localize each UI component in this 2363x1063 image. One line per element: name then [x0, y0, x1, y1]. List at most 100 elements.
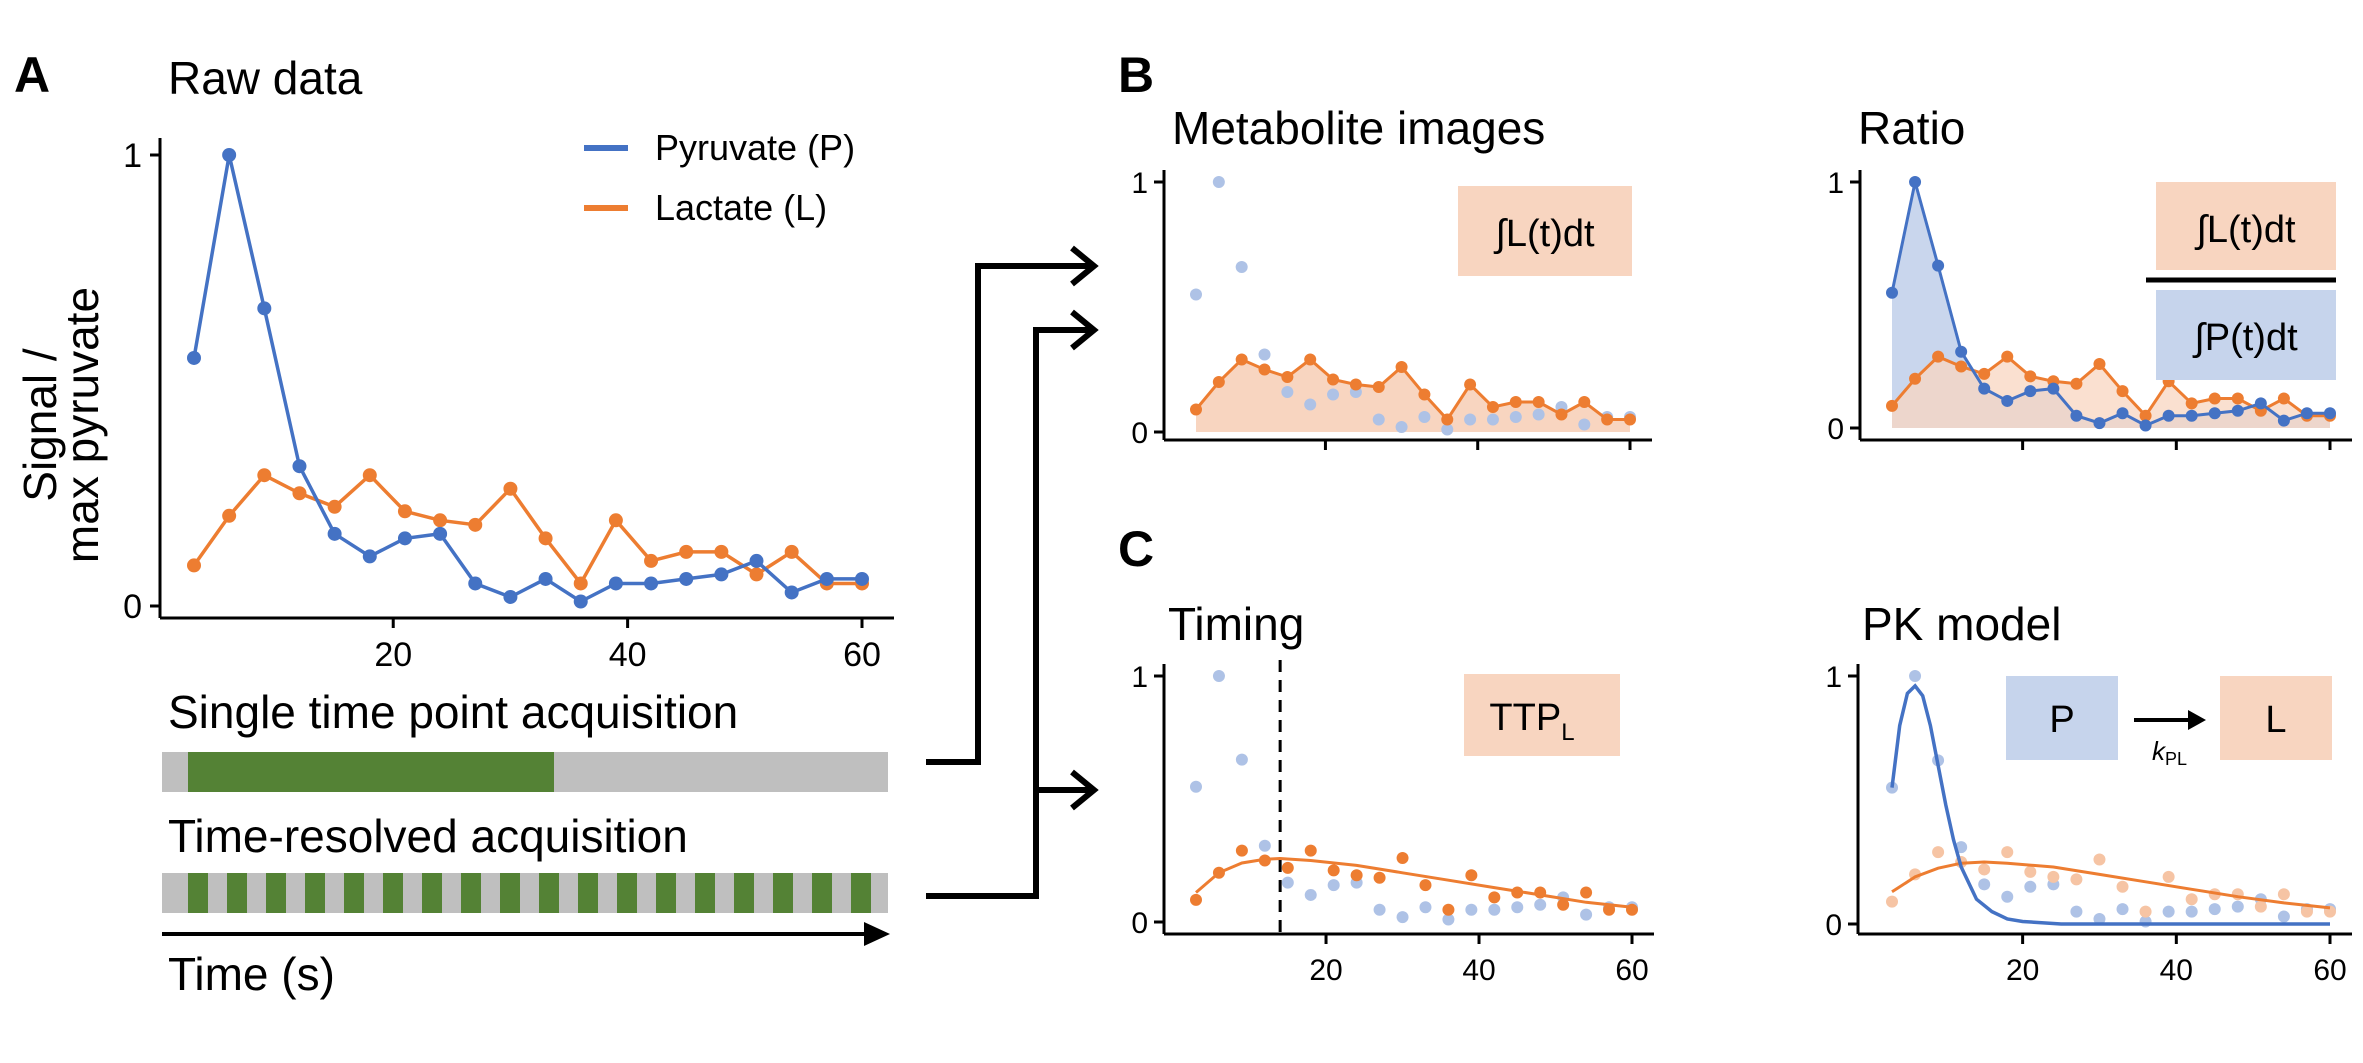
lactate-point [1258, 854, 1271, 867]
arrow-head-metabolite [1070, 245, 1099, 287]
lactate-point [1350, 869, 1363, 882]
acq-window [812, 873, 832, 913]
acq-window [578, 873, 598, 913]
lactate-point [2116, 880, 2129, 893]
ratio-denominator-box [2156, 290, 2336, 380]
pyruvate-point [1258, 348, 1271, 361]
panel-a-legend: Pyruvate (P) Lactate (L) [584, 127, 855, 228]
lactate-point [1419, 879, 1432, 892]
lactate-point [1603, 903, 1616, 916]
lactate-point [292, 486, 307, 501]
legend-lactate-label: Lactate (L) [655, 187, 827, 228]
lactate-point [1327, 373, 1340, 386]
y-tick-label: 1 [1827, 167, 1844, 200]
pyruvate-point [644, 576, 659, 591]
legend-pyruvate-label: Pyruvate (P) [655, 127, 855, 168]
lactate-point [1624, 413, 1636, 426]
lactate-point [1349, 378, 1362, 391]
timing-title: Timing [1168, 598, 1304, 650]
lactate-point [1955, 360, 1968, 373]
arrow-resolved-to-ratio [926, 327, 1092, 899]
lactate-point [1578, 396, 1591, 408]
pyruvate-point [2254, 397, 2267, 410]
lactate-point [1212, 376, 1225, 388]
acq-window [656, 873, 676, 913]
acq-window [383, 873, 403, 913]
panel-a-ylabel-line1: Signal / [14, 348, 66, 502]
lactate-point [714, 544, 729, 559]
y-tick-label: 1 [123, 137, 142, 175]
lactate-point [2024, 865, 2037, 878]
metabolite-plot [1190, 176, 1636, 436]
pyruvate-point [1281, 876, 1294, 889]
metabolite-integral-box [1458, 186, 1632, 276]
y-tick-label: 1 [1131, 661, 1148, 694]
lactate-point [1557, 898, 1570, 911]
timing-plot [1190, 660, 1638, 934]
pyruvate-point [1955, 345, 1968, 358]
lactate-point [2208, 392, 2221, 405]
pyruvate-point [749, 553, 764, 568]
lactate-point [1372, 381, 1385, 393]
pyruvate-point [1932, 259, 1945, 272]
pyruvate-point [1372, 413, 1385, 426]
time-axis-label: Time (s) [168, 948, 335, 1000]
lactate-point [1235, 353, 1248, 366]
lactate-point [1509, 396, 1522, 408]
lactate-point [222, 508, 237, 523]
pyruvate-point [2024, 880, 2037, 893]
pyruvate-point [2231, 900, 2244, 913]
acq-window [344, 873, 364, 913]
pk-lactate-box [2220, 676, 2332, 760]
pyruvate-point [1488, 903, 1501, 916]
pyruvate-point [2162, 905, 2175, 918]
lactate-point [1886, 895, 1898, 908]
lactate-point [2001, 350, 2014, 363]
lactate-point [1327, 864, 1340, 877]
acq-window [851, 873, 871, 913]
ttp-text: TTPL [1489, 697, 1574, 746]
acq-window [695, 873, 715, 913]
lactate-point [468, 517, 483, 532]
pyruvate-fit-curve [1890, 683, 2330, 926]
lactate-point [1465, 869, 1478, 882]
x-tick-label: 40 [1462, 954, 1495, 987]
lactate-point [362, 468, 377, 483]
x-tick-label: 60 [843, 636, 881, 674]
acq-window [422, 873, 442, 913]
lactate-point [1886, 399, 1898, 412]
x-tick-label: 60 [1615, 954, 1648, 987]
acq-window [734, 873, 754, 913]
lactate-point [1281, 371, 1294, 383]
lactate-point [1235, 844, 1248, 857]
pk-plot [1886, 670, 2336, 928]
pyruvate-point [2277, 414, 2290, 427]
pyruvate-point [2208, 407, 2221, 420]
panel-a-letter: A [14, 47, 50, 103]
pyruvate-point [1886, 286, 1898, 299]
lactate-fit-curve [1891, 860, 2331, 910]
lactate-point [2277, 392, 2290, 405]
arrow-head-ratio [1070, 309, 1099, 351]
lactate-point [1442, 903, 1455, 916]
panel-c-letter: C [1118, 521, 1154, 577]
time-axis-arrowhead [864, 922, 890, 946]
lactate-point [187, 558, 201, 573]
lactate-point [749, 567, 764, 582]
acq-window [773, 873, 793, 913]
pyruvate-point [1304, 398, 1317, 411]
y-tick-label: 0 [1827, 413, 1844, 446]
pyruvate-point [1419, 901, 1432, 914]
lactate-point [608, 513, 623, 528]
lactate-point [1978, 367, 1991, 380]
pyruvate-point [1909, 670, 1922, 682]
pyruvate-point [1235, 261, 1248, 273]
lactate-point [2139, 409, 2152, 422]
pk-pyruvate-text: P [2049, 699, 2074, 741]
pyruvate-point [2185, 905, 2198, 918]
metabolite-axes: 01 [1131, 167, 1652, 450]
acq-window [227, 873, 247, 913]
pyruvate-point [2162, 409, 2175, 422]
pyruvate-point [2208, 903, 2221, 916]
lactate-point [1909, 372, 1922, 385]
